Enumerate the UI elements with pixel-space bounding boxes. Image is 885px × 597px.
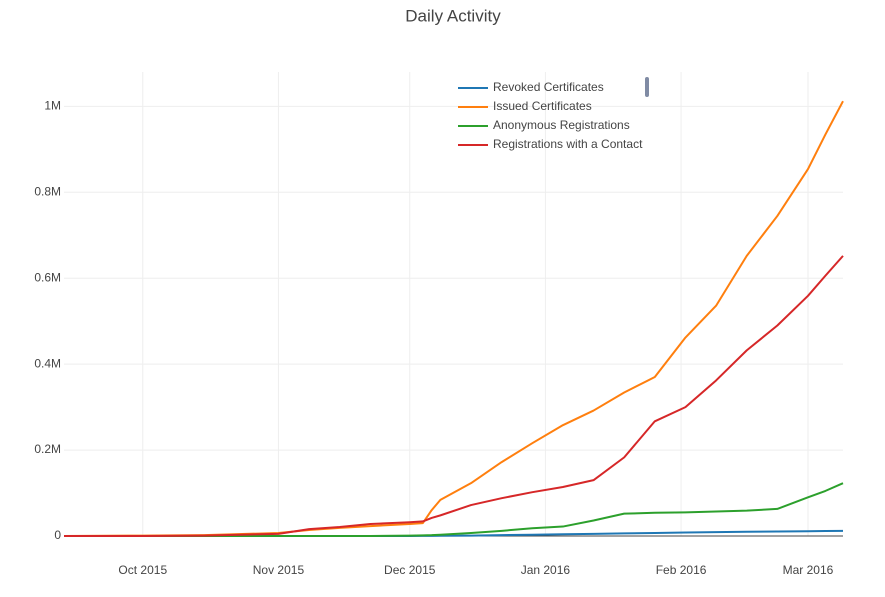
- x-tick-label: Dec 2015: [384, 563, 436, 577]
- chart-title: Daily Activity: [405, 6, 501, 25]
- x-tick-label: Jan 2016: [521, 563, 571, 577]
- series-line: [64, 482, 844, 537]
- x-tick-label: Oct 2015: [118, 563, 167, 577]
- y-tick-label: 0.2M: [34, 442, 61, 456]
- legend-label: Registrations with a Contact: [493, 137, 643, 151]
- y-tick-label: 1M: [44, 99, 61, 113]
- y-tick-label: 0.4M: [34, 356, 61, 370]
- y-tick-label: 0.6M: [34, 270, 61, 284]
- x-tick-label: Nov 2015: [253, 563, 305, 577]
- legend-label: Issued Certificates: [493, 99, 592, 113]
- x-tick-label: Feb 2016: [656, 563, 707, 577]
- legend-label: Anonymous Registrations: [493, 118, 630, 132]
- y-tick-label: 0: [54, 528, 61, 542]
- series-line: [63, 100, 844, 537]
- legend-label: Revoked Certificates: [493, 80, 604, 94]
- x-tick-label: Mar 2016: [783, 563, 834, 577]
- legend-scrollbar: [645, 77, 649, 97]
- legend: Revoked Certificates Issued Certificates A…: [458, 77, 649, 151]
- y-tick-label: 0.8M: [34, 184, 61, 198]
- series-line: [64, 255, 844, 537]
